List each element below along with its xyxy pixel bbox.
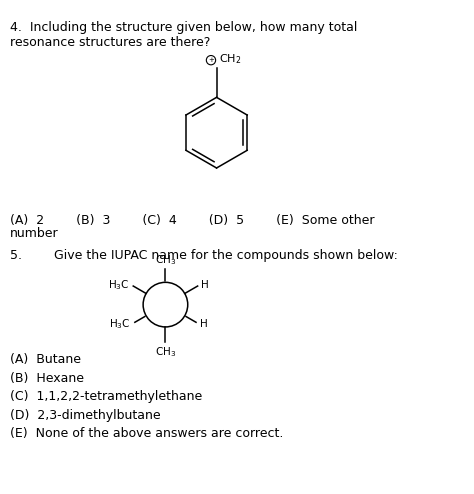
Text: (B)  Hexane: (B) Hexane: [10, 371, 84, 384]
Text: H: H: [201, 280, 209, 290]
Text: 5.        Give the IUPAC name for the compounds shown below:: 5. Give the IUPAC name for the compounds…: [10, 249, 398, 262]
Text: +: +: [208, 57, 214, 63]
Text: number: number: [10, 227, 59, 241]
Text: 4.  Including the structure given below, how many total
resonance structures are: 4. Including the structure given below, …: [10, 21, 357, 49]
Text: (E)  None of the above answers are correct.: (E) None of the above answers are correc…: [10, 427, 283, 440]
Text: H: H: [201, 319, 208, 329]
Text: H$_3$C: H$_3$C: [109, 317, 130, 330]
Text: CH$_3$: CH$_3$: [155, 345, 176, 359]
Text: H$_3$C: H$_3$C: [108, 278, 130, 292]
Text: CH$_2$: CH$_2$: [219, 52, 242, 66]
Text: (D)  2,3-dimethylbutane: (D) 2,3-dimethylbutane: [10, 409, 161, 422]
Text: (A)  Butane: (A) Butane: [10, 353, 81, 366]
Circle shape: [143, 282, 188, 327]
Text: (A)  2        (B)  3        (C)  4        (D)  5        (E)  Some other: (A) 2 (B) 3 (C) 4 (D) 5 (E) Some other: [10, 213, 375, 227]
Text: CH$_3$: CH$_3$: [155, 253, 176, 267]
Text: (C)  1,1,2,2-tetramethylethane: (C) 1,1,2,2-tetramethylethane: [10, 390, 202, 403]
